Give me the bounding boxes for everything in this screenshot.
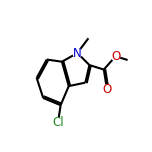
Ellipse shape	[103, 85, 111, 94]
Ellipse shape	[73, 49, 82, 57]
Text: Cl: Cl	[52, 116, 64, 129]
Ellipse shape	[111, 52, 120, 60]
Text: O: O	[111, 50, 120, 63]
Text: O: O	[102, 83, 112, 96]
Ellipse shape	[53, 118, 63, 127]
Text: N: N	[73, 47, 82, 60]
